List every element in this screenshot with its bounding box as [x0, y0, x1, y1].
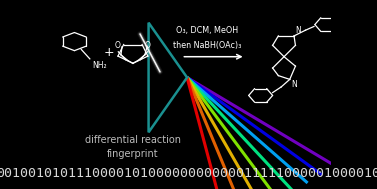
Text: O: O — [115, 40, 121, 50]
Text: O₃, DCM, MeOH: O₃, DCM, MeOH — [176, 26, 238, 35]
Text: N: N — [291, 80, 297, 89]
Text: 001001010111000010100000000000011111000001000010: 0010010101110000101000000000000111110000… — [0, 167, 377, 180]
Text: +: + — [103, 46, 114, 59]
Text: then NaBH(OAc)₃: then NaBH(OAc)₃ — [173, 41, 241, 50]
Text: differential reaction
fingerprint: differential reaction fingerprint — [85, 136, 181, 159]
Text: N: N — [296, 26, 301, 35]
Text: O: O — [145, 40, 151, 50]
Text: NH₂: NH₂ — [92, 61, 107, 70]
